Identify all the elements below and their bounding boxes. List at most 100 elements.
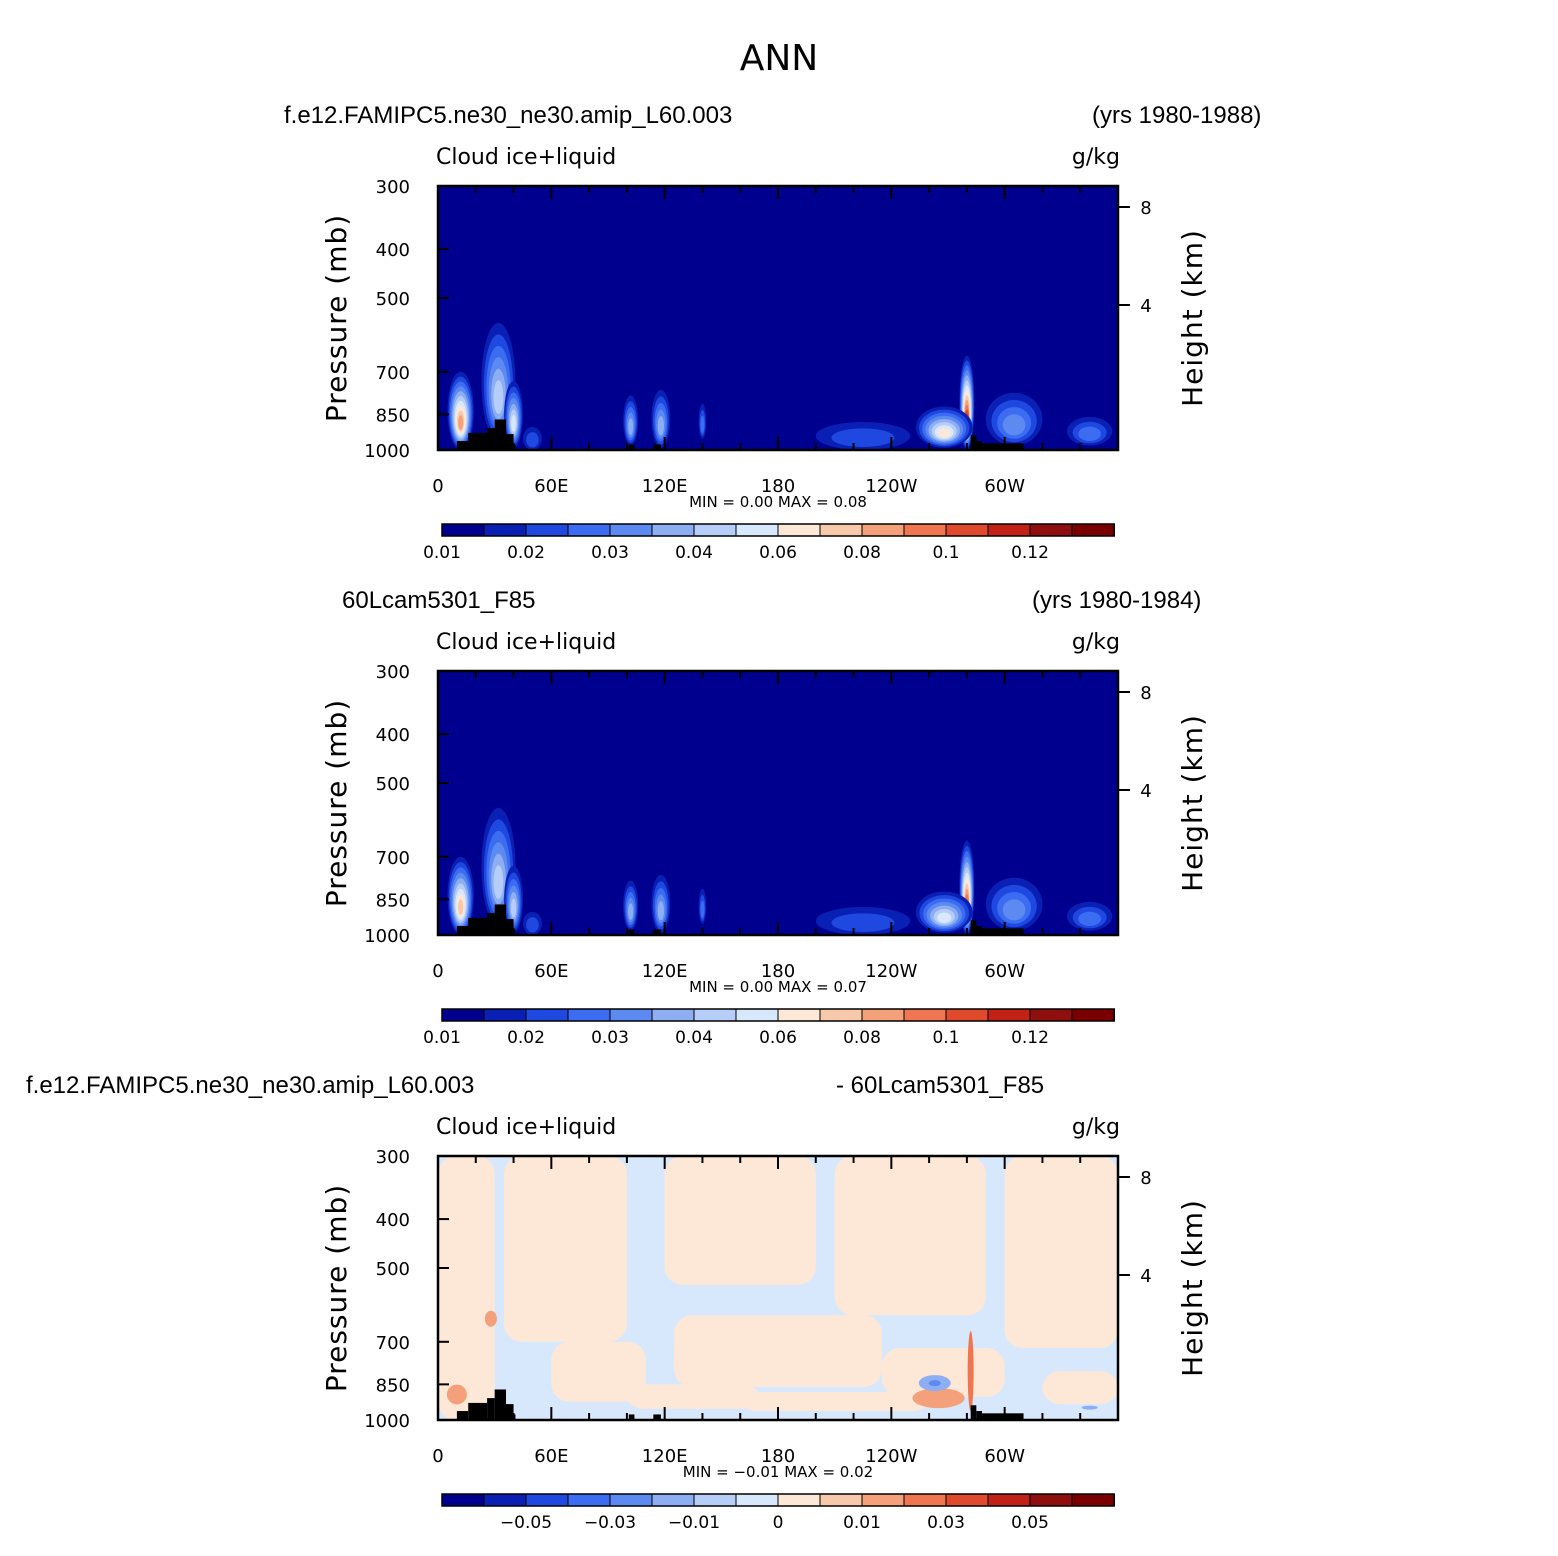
height-tick-label: 8: [1140, 683, 1151, 704]
colorbar-swatch: [777, 1008, 821, 1022]
colorbar-swatch: [483, 1493, 527, 1507]
colorbar-swatch: [945, 523, 989, 537]
colorbar-swatch: [1029, 523, 1073, 537]
colorbar-swatch: [819, 1493, 863, 1507]
x-tick-label: 60E: [534, 1446, 568, 1467]
colorbar-label: 0.06: [759, 543, 797, 563]
colorbar-swatch: [609, 1008, 653, 1022]
x-tick-label: 120E: [642, 961, 688, 982]
land-mask: [506, 434, 514, 450]
colorbar-label: −0.05: [500, 1513, 552, 1533]
pressure-tick-label: 400: [376, 240, 410, 261]
land-mask: [1004, 443, 1024, 450]
land-mask: [982, 928, 1005, 935]
contour-level-2: [526, 432, 539, 448]
panel3-minus-case: - 60Lcam5301_F85: [836, 1072, 1045, 1099]
colorbar-swatch: [1071, 523, 1115, 537]
contour-level-6: [493, 865, 504, 900]
panel2-plot: [438, 671, 1118, 935]
variable-label: Cloud ice+liquid: [436, 630, 616, 655]
colorbar-swatch: [735, 523, 779, 537]
colorbar-label: 0.02: [507, 543, 545, 563]
colorbar-swatch: [693, 1493, 737, 1507]
pressure-tick-label: 500: [376, 289, 410, 310]
land-mask: [970, 920, 977, 935]
contour-level-8: [937, 428, 951, 438]
contour-level-2: [831, 913, 895, 933]
colorbar-label: −0.03: [584, 1513, 636, 1533]
pressure-tick-label: 1000: [364, 926, 410, 947]
height-tick-label: 8: [1140, 198, 1151, 219]
contour-level-5: [657, 901, 665, 921]
pressure-tick-label: 700: [376, 1333, 410, 1354]
colorbar-swatch: [567, 1008, 611, 1022]
y-axis-label-pressure: Pressure (mb): [320, 1184, 353, 1392]
contour-level-4: [1002, 899, 1026, 921]
land-mask: [468, 432, 488, 450]
colorbar-swatch: [1071, 1008, 1115, 1022]
colorbar-swatch: [819, 523, 863, 537]
land-mask: [468, 917, 488, 935]
positive-contour: [967, 1331, 974, 1412]
colorbar-swatch: [651, 1008, 695, 1022]
x-tick-label: 180: [761, 476, 795, 497]
land-mask: [456, 926, 469, 935]
colorbar-swatch: [441, 1008, 485, 1022]
colorbar-swatch: [945, 1493, 989, 1507]
pressure-tick-label: 300: [376, 1147, 410, 1168]
colorbar-swatch: [819, 1008, 863, 1022]
x-tick-label: 180: [761, 961, 795, 982]
contour-level-6: [510, 898, 517, 918]
colorbar-label: 0.1: [932, 1028, 959, 1048]
land-mask: [970, 435, 977, 450]
variable-label: Cloud ice+liquid: [436, 1115, 616, 1140]
negative-contour: [928, 1380, 941, 1387]
colorbar-swatch: [651, 1493, 695, 1507]
pressure-tick-label: 700: [376, 363, 410, 384]
pressure-tick-label: 500: [376, 1259, 410, 1280]
contour-level-3: [700, 415, 705, 434]
positive-region: [504, 1156, 627, 1342]
colorbar-swatch: [609, 523, 653, 537]
pressure-tick-label: 500: [376, 774, 410, 795]
colorbar-label: 0.01: [423, 543, 461, 563]
x-tick-label: 120W: [865, 961, 917, 982]
panel1-plot: [438, 186, 1118, 450]
height-tick-label: 4: [1140, 1266, 1151, 1287]
y-axis-label-height: Height (km): [1176, 714, 1209, 892]
contour-level-5: [657, 416, 665, 436]
colorbar-label: −0.01: [668, 1513, 720, 1533]
min-max-label: MIN = 0.00 MAX = 0.07: [689, 978, 867, 996]
contour-level-7: [511, 415, 516, 432]
colorbar-label: 0.03: [927, 1513, 965, 1533]
colorbar-swatch: [525, 1493, 569, 1507]
colorbar-label: 0: [773, 1513, 784, 1533]
x-tick-label: 60W: [984, 476, 1025, 497]
pressure-tick-label: 700: [376, 848, 410, 869]
colorbar-swatch: [987, 1008, 1031, 1022]
colorbar-swatch: [777, 1493, 821, 1507]
colorbar-swatch: [903, 1493, 947, 1507]
positive-region: [740, 1391, 930, 1412]
x-tick-label: 120W: [865, 476, 917, 497]
contour-level-2: [526, 917, 539, 933]
contour-level-5: [628, 903, 634, 920]
colorbar-frame: [441, 523, 1115, 537]
contour-level-10: [458, 415, 464, 430]
positive-region: [438, 1156, 495, 1420]
contours: [447, 807, 1113, 935]
colorbar-label: 0.03: [591, 543, 629, 563]
colorbar-swatch: [441, 523, 485, 537]
colorbar-swatch: [777, 523, 821, 537]
x-tick-label: 120W: [865, 1446, 917, 1467]
height-tick-label: 8: [1140, 1168, 1151, 1189]
height-tick-label: 4: [1140, 296, 1151, 317]
panel3-case-name: f.e12.FAMIPC5.ne30_ne30.amip_L60.003: [26, 1072, 475, 1099]
positive-contour: [484, 1310, 497, 1327]
colorbar-swatch: [609, 1493, 653, 1507]
colorbar-label: 0.1: [932, 543, 959, 563]
colorbar-label: 0.02: [507, 1028, 545, 1048]
panel3-axes: 300 400 500 700 850 1000 8 4 0 60E 120E 180 120W 60W P…: [320, 1115, 1209, 1481]
panel2-axes: 300 400 500 700 850 1000 8 4 0 60E 120E 180 120W 60W P…: [320, 630, 1209, 996]
